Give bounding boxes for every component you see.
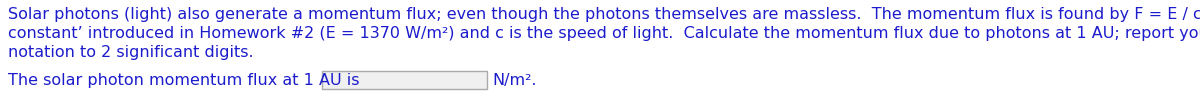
Bar: [322, 71, 487, 89]
Text: Solar photons (light) also generate a momentum flux; even though the photons the: Solar photons (light) also generate a mo…: [8, 7, 1200, 22]
Text: notation to 2 significant digits.: notation to 2 significant digits.: [8, 45, 253, 60]
Text: The solar photon momentum flux at 1 AU is: The solar photon momentum flux at 1 AU i…: [8, 73, 360, 88]
Text: constant’ introduced in Homework #2 (E = 1370 W/m²) and c is the speed of light.: constant’ introduced in Homework #2 (E =…: [8, 26, 1200, 41]
Text: N/m².: N/m².: [492, 73, 536, 88]
